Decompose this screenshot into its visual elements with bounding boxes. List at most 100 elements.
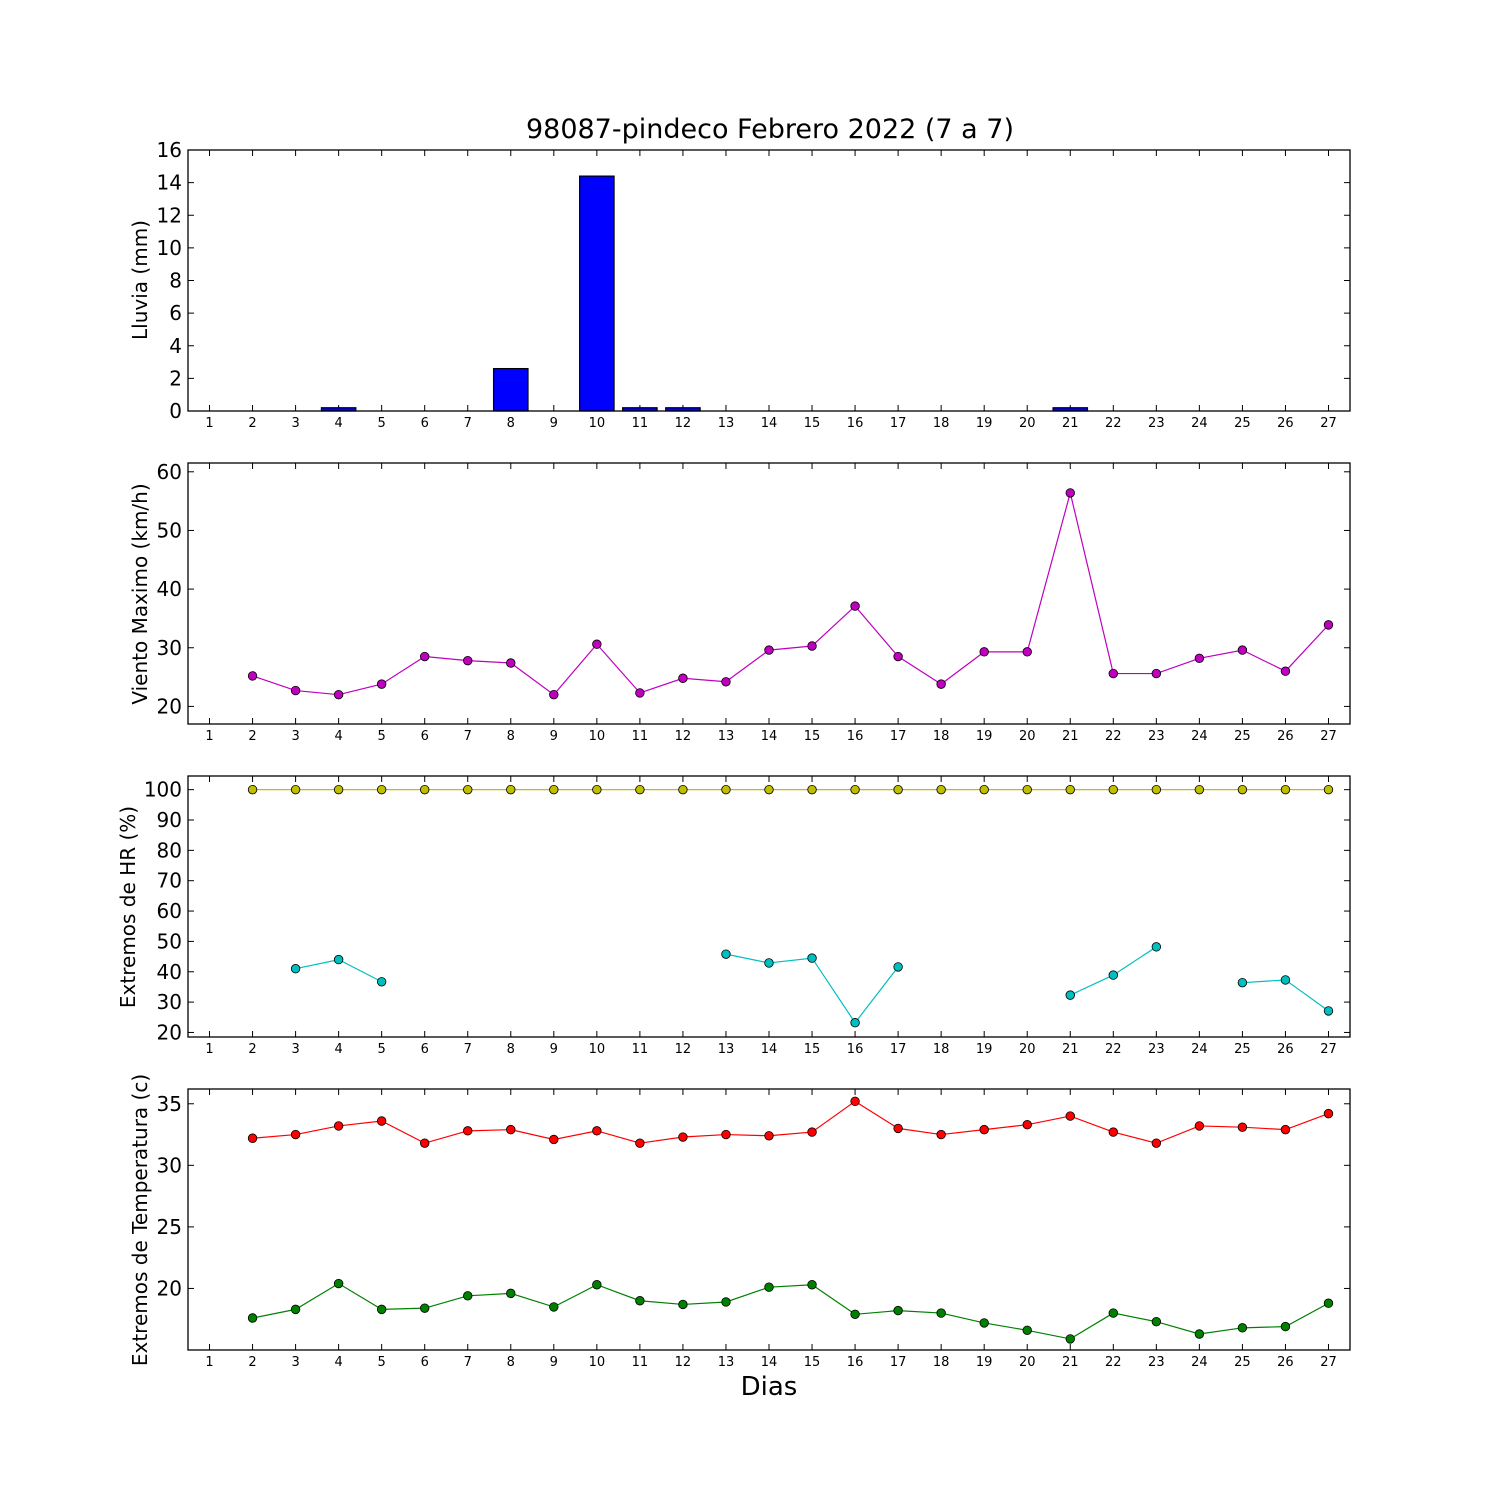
point-hr-1-day-17 — [893, 962, 903, 972]
ytick-label-lluvia: 6 — [169, 301, 182, 325]
xtick-label-hr: 1 — [205, 1042, 213, 1057]
point-hr-0-day-27 — [1323, 784, 1334, 795]
xtick-label-lluvia: 2 — [248, 416, 256, 431]
xtick-label-viento: 3 — [291, 729, 299, 744]
point-viento-0-day-22 — [1108, 668, 1118, 679]
series-line-viento-0 — [252, 492, 1329, 696]
point-hr-0-day-20 — [1022, 784, 1032, 795]
ytick-label-hr: 100 — [144, 778, 182, 802]
xtick-label-hr: 26 — [1277, 1042, 1294, 1057]
point-hr-1-day-25 — [1237, 977, 1248, 988]
xtick-label-hr: 8 — [507, 1042, 515, 1057]
point-temp-1-day-8 — [506, 1288, 516, 1299]
point-hr-0-day-26 — [1280, 784, 1291, 795]
point-temp-0-day-9 — [549, 1134, 559, 1145]
xtick-label-viento: 14 — [761, 729, 778, 744]
xtick-label-lluvia: 9 — [550, 416, 558, 431]
xtick-label-viento: 19 — [976, 729, 993, 744]
xtick-label-hr: 2 — [248, 1042, 256, 1057]
point-hr-0-day-19 — [979, 784, 989, 795]
xtick-label-hr: 17 — [890, 1042, 907, 1057]
xtick-label-hr: 18 — [933, 1042, 950, 1057]
axes-frame-hr — [187, 775, 1351, 1038]
xtick-label-lluvia: 1 — [205, 416, 213, 431]
point-viento-0-day-16 — [850, 601, 860, 611]
xtick-label-hr: 15 — [804, 1042, 821, 1057]
bar-day-8 — [492, 367, 529, 412]
xtick-label-temp: 8 — [507, 1355, 515, 1370]
ytick-label-viento: 60 — [157, 460, 182, 484]
xtick-label-temp: 16 — [847, 1355, 864, 1370]
point-temp-1-day-9 — [549, 1302, 559, 1312]
point-hr-1-day-15 — [807, 953, 817, 963]
point-temp-0-day-18 — [936, 1129, 946, 1140]
xtick-label-hr: 22 — [1105, 1042, 1122, 1057]
point-hr-1-day-14 — [764, 958, 774, 968]
plot-area-temp — [188, 1089, 1350, 1350]
xtick-label-lluvia: 13 — [718, 416, 735, 431]
xtick-label-temp: 25 — [1234, 1355, 1251, 1370]
point-hr-0-day-12 — [678, 784, 688, 795]
xtick-label-viento: 9 — [550, 729, 558, 744]
xtick-label-viento: 6 — [421, 729, 429, 744]
ytick-label-viento: 30 — [157, 636, 182, 660]
xtick-label-temp: 21 — [1062, 1355, 1079, 1370]
xtick-label-temp: 19 — [976, 1355, 993, 1370]
point-viento-0-day-20 — [1022, 647, 1032, 657]
point-viento-0-day-3 — [290, 685, 301, 696]
point-temp-0-day-7 — [463, 1126, 473, 1136]
point-hr-0-day-11 — [635, 784, 645, 795]
ytick-label-lluvia: 16 — [157, 138, 182, 162]
ylabel-lluvia: Lluvia (mm) — [128, 220, 152, 340]
point-temp-1-day-16 — [850, 1309, 860, 1319]
point-temp-0-day-12 — [678, 1132, 688, 1142]
point-hr-1-day-3 — [290, 964, 301, 974]
point-temp-1-day-18 — [936, 1308, 946, 1318]
point-hr-0-day-6 — [420, 784, 430, 795]
point-hr-1-day-26 — [1280, 975, 1291, 985]
xtick-label-temp: 18 — [933, 1355, 950, 1370]
xtick-label-viento: 18 — [933, 729, 950, 744]
point-temp-1-day-11 — [635, 1296, 645, 1306]
xtick-label-lluvia: 18 — [933, 416, 950, 431]
point-temp-1-day-26 — [1280, 1321, 1291, 1332]
point-temp-0-day-21 — [1065, 1111, 1075, 1121]
xtick-label-lluvia: 19 — [976, 416, 993, 431]
xtick-label-viento: 4 — [334, 729, 342, 744]
point-temp-0-day-17 — [893, 1123, 903, 1134]
ytick-label-hr: 80 — [157, 838, 182, 862]
xtick-label-lluvia: 5 — [378, 416, 386, 431]
xtick-label-viento: 5 — [378, 729, 386, 744]
xtick-label-lluvia: 4 — [334, 416, 342, 431]
xtick-label-lluvia: 15 — [804, 416, 821, 431]
point-temp-1-day-22 — [1108, 1308, 1118, 1318]
point-temp-0-day-14 — [764, 1131, 774, 1141]
xtick-label-viento: 24 — [1191, 729, 1208, 744]
point-temp-0-day-5 — [376, 1116, 387, 1126]
ylabel-temperatura: Extremos de Temperatura (c) — [128, 1073, 152, 1367]
point-hr-1-day-23 — [1151, 942, 1162, 952]
point-viento-0-day-2 — [247, 671, 258, 681]
point-viento-0-day-25 — [1237, 645, 1248, 655]
point-temp-0-day-8 — [506, 1124, 516, 1135]
xtick-label-lluvia: 23 — [1148, 416, 1165, 431]
bar-day-10 — [579, 175, 615, 412]
xtick-label-viento: 17 — [890, 729, 907, 744]
point-hr-0-day-24 — [1194, 784, 1205, 795]
xtick-label-lluvia: 12 — [675, 416, 692, 431]
point-viento-0-day-6 — [420, 651, 430, 662]
ytick-label-hr: 60 — [157, 899, 182, 923]
ylabel-hr: Extremos de HR (%) — [116, 805, 140, 1009]
point-temp-1-day-2 — [247, 1313, 258, 1323]
point-hr-1-day-13 — [721, 949, 731, 959]
point-viento-0-day-19 — [979, 647, 989, 657]
xtick-label-temp: 27 — [1320, 1355, 1337, 1370]
xtick-label-lluvia: 17 — [890, 416, 907, 431]
xtick-label-lluvia: 20 — [1019, 416, 1036, 431]
point-temp-0-day-27 — [1323, 1108, 1334, 1119]
xtick-label-hr: 12 — [675, 1042, 692, 1057]
ytick-label-lluvia: 0 — [169, 399, 182, 423]
point-viento-0-day-13 — [721, 677, 731, 687]
point-temp-0-day-2 — [247, 1133, 258, 1143]
